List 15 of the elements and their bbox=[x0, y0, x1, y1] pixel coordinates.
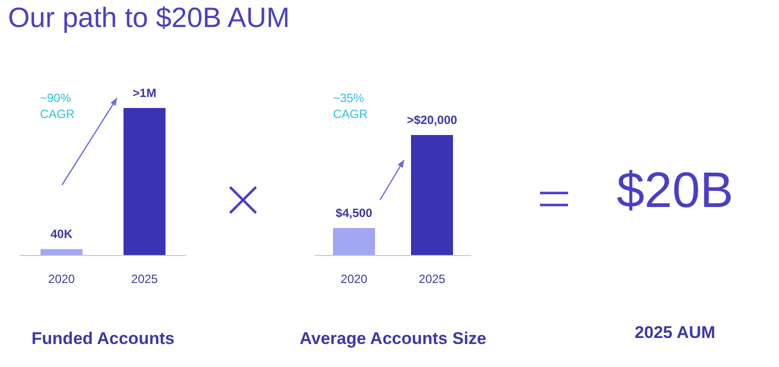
x-axis-title: Funded Accounts bbox=[32, 329, 174, 348]
text: $20B bbox=[616, 161, 734, 220]
data-label: $4,500 bbox=[336, 206, 373, 220]
data-label: >$20,000 bbox=[406, 113, 458, 127]
text: 2025 AUM bbox=[634, 323, 716, 343]
x-tick-label: 2020 bbox=[340, 272, 368, 286]
data-label: >1M bbox=[132, 86, 156, 100]
x-tick-label: 2025 bbox=[131, 272, 158, 286]
text: ~35% CAGR bbox=[333, 90, 369, 122]
chart-title: Our path to $20B AUM bbox=[8, 2, 290, 34]
annotation: ~90% CAGR bbox=[40, 90, 76, 122]
data-label: 40K bbox=[50, 227, 73, 242]
x-tick-label: 2020 bbox=[48, 272, 76, 286]
x-axis-title: Average Accounts Size bbox=[300, 329, 486, 348]
x-tick-label: 2025 bbox=[418, 272, 446, 286]
